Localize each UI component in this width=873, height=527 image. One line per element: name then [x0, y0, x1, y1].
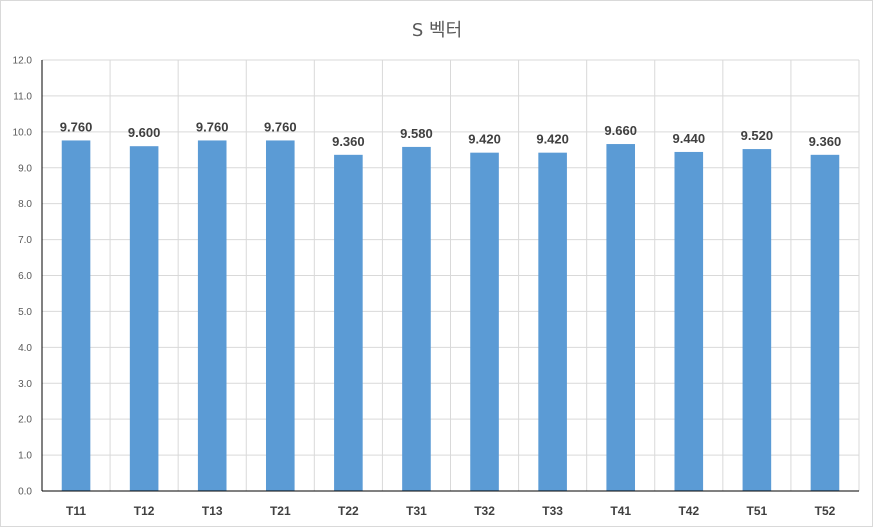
- y-tick-label: 8.0: [18, 199, 32, 210]
- bar-t21: [265, 140, 295, 491]
- data-label-t21: 9.760: [264, 119, 297, 134]
- data-label-t52: 9.360: [809, 134, 842, 149]
- bar-t13: [197, 140, 227, 491]
- bar-t51: [742, 149, 772, 491]
- axes: 0.0 1.0 2.0 3.0 4.0 5.0 6.0 7.0 8.0 9.0 10.0 11.0 12…: [13, 56, 859, 518]
- y-tick-label: 1.0: [18, 451, 32, 462]
- y-tick-label: 5.0: [18, 307, 32, 318]
- y-tick-label: 0.0: [18, 487, 32, 498]
- x-tick-label: T32: [474, 504, 495, 518]
- bar-t52: [810, 154, 840, 491]
- y-tick-label: 3.0: [18, 379, 32, 390]
- data-label-t11: 9.760: [60, 119, 93, 134]
- data-label-t22: 9.360: [332, 134, 365, 149]
- x-tick-label: T51: [747, 504, 768, 518]
- x-tick-label: T13: [202, 504, 223, 518]
- bar-t31: [402, 146, 431, 491]
- x-tick-label: T33: [542, 504, 563, 518]
- data-label-t51: 9.520: [741, 128, 774, 143]
- data-label-t33: 9.420: [536, 132, 569, 147]
- y-tick-label: 2.0: [18, 415, 32, 426]
- bar-t41: [606, 144, 636, 492]
- x-tick-label: T21: [270, 504, 291, 518]
- data-label-t32: 9.420: [468, 132, 501, 147]
- bars: [61, 140, 840, 492]
- data-label-t13: 9.760: [196, 119, 229, 134]
- bar-t12: [129, 146, 159, 491]
- y-tick-label: 4.0: [18, 343, 32, 354]
- y-tick-label: 11.0: [13, 91, 32, 102]
- bar-t33: [538, 152, 567, 492]
- data-label-t12: 9.600: [128, 125, 161, 140]
- y-tick-label: 12.0: [13, 56, 33, 67]
- chart-title: S 벡터: [412, 20, 462, 41]
- bar-t32: [470, 152, 499, 492]
- gridlines: [42, 59, 860, 491]
- y-tick-label: 10.0: [13, 127, 33, 138]
- data-label-t42: 9.440: [673, 131, 706, 146]
- x-tick-label: T11: [66, 504, 86, 518]
- x-tick-label: T12: [134, 504, 155, 518]
- x-tick-label: T52: [815, 504, 836, 518]
- y-tick-label: 7.0: [18, 235, 32, 246]
- x-tick-label: T22: [338, 504, 359, 518]
- x-tick-label: T31: [406, 504, 427, 518]
- data-labels: 9.760 9.600 9.760 9.760 9.360 9.580 9.420 9.420…: [60, 119, 841, 148]
- bar-t42: [674, 151, 704, 492]
- x-tick-label: T42: [678, 504, 699, 518]
- x-tick-label: T41: [610, 504, 631, 518]
- data-label-t31: 9.580: [400, 126, 433, 141]
- bar-t11: [61, 140, 91, 491]
- bar-t22: [334, 154, 363, 491]
- y-tick-label: 9.0: [18, 163, 32, 174]
- data-label-t41: 9.660: [604, 123, 637, 138]
- y-tick-label: 6.0: [18, 271, 32, 282]
